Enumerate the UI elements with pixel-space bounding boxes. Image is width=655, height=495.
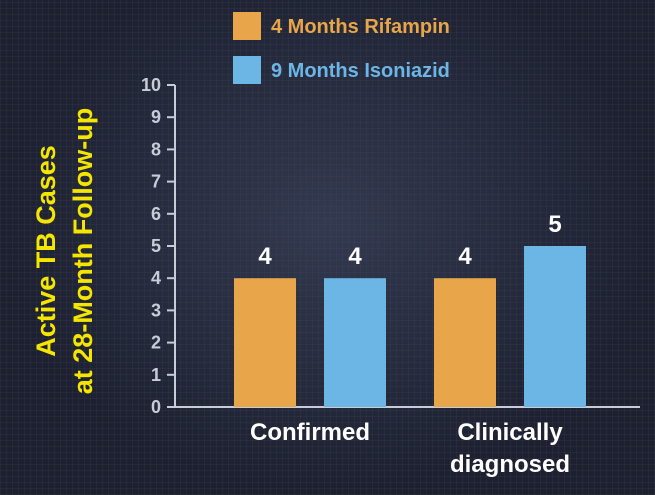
y-tick-label: 2: [151, 333, 161, 353]
data-label-2-1: 4: [348, 243, 362, 270]
category-label-2-line-1: Clinically: [457, 419, 563, 446]
y-tick-label: 9: [151, 107, 161, 127]
y-axis-title-line-2: at 28-Month Follow-up: [68, 108, 98, 394]
bar-1-2: [434, 278, 496, 407]
category-label-2-line-2: diagnosed: [450, 451, 570, 478]
y-tick-label: 8: [151, 139, 161, 159]
y-tick-label: 6: [151, 204, 161, 224]
bar-2-2: [524, 246, 586, 407]
y-axis-title: Active TB Cases at 28-Month Follow-up: [31, 108, 98, 394]
data-label-1-2: 4: [458, 243, 472, 270]
legend-label-1: 4 Months Rifampin: [271, 16, 450, 38]
bar-2-1: [324, 278, 386, 407]
data-label-1-1: 4: [258, 243, 272, 270]
y-tick-label: 3: [151, 300, 161, 320]
y-tick-label: 4: [151, 268, 161, 288]
data-label-2-2: 5: [548, 211, 561, 238]
legend-swatch-2: [233, 56, 261, 84]
bars: [234, 246, 586, 407]
y-tick-label: 1: [151, 365, 161, 385]
legend-swatch-1: [233, 12, 261, 40]
category-label-1-line-1: Confirmed: [250, 419, 370, 446]
y-tick-label: 5: [151, 236, 161, 256]
category-labels: Confirmed Clinically diagnosed: [250, 419, 570, 478]
y-tick-label: 0: [151, 397, 161, 417]
data-labels: 4 4 4 5: [258, 211, 561, 270]
y-axis-title-line-1: Active TB Cases: [31, 145, 61, 357]
y-tick-label: 7: [151, 172, 161, 192]
bar-1-1: [234, 278, 296, 407]
legend-label-2: 9 Months Isoniazid: [271, 60, 450, 82]
y-tick-label: 10: [141, 75, 161, 95]
legend: 4 Months Rifampin 9 Months Isoniazid: [233, 12, 450, 84]
